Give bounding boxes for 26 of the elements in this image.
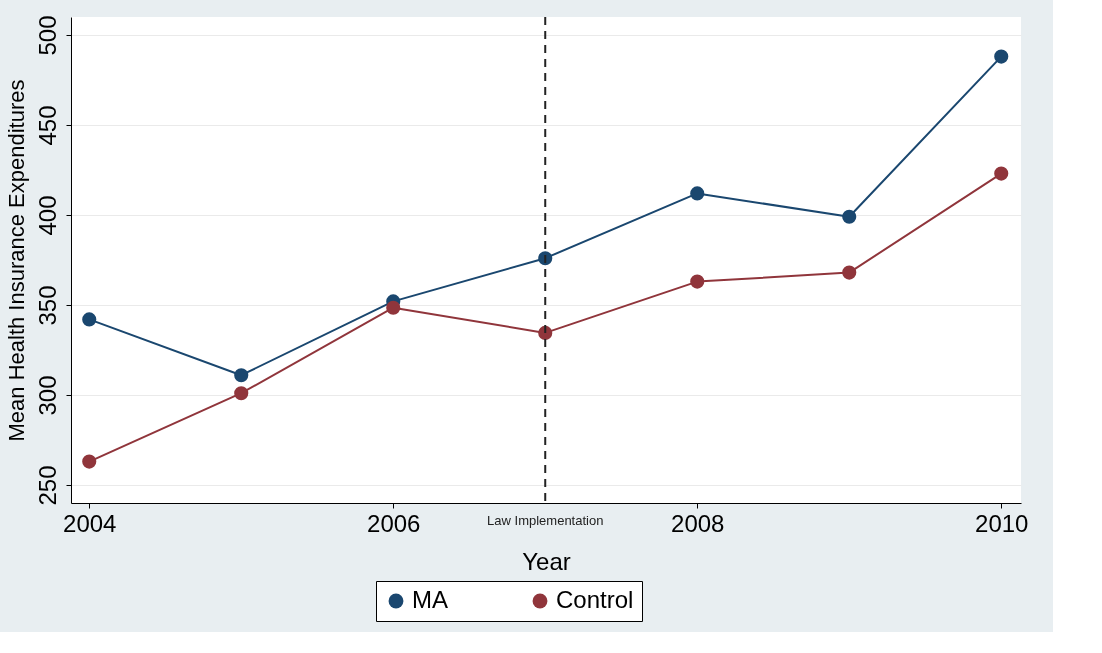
x-axis-title: Year [522,547,571,575]
legend-label: MA [412,586,448,613]
point [690,186,705,201]
x-tick-label: 2008 [671,509,725,537]
point [82,312,97,327]
y-tick-label: 350 [33,285,61,326]
y-tick-label: 400 [33,195,61,236]
y-axis-title: Mean Health Insurance Expenditures [3,79,29,442]
y-tick-label: 250 [33,465,61,506]
point [234,386,249,401]
y-tick-label: 500 [33,15,61,56]
x-tick-label: 2006 [367,509,421,537]
y-tick-label: 450 [33,105,61,146]
y-tick-label: 300 [33,375,61,416]
legend-label: Control [556,586,634,613]
x-tick-label: 2010 [975,509,1029,537]
point [386,300,401,315]
point [842,209,857,224]
point [994,49,1009,64]
point [234,368,249,383]
point [82,454,97,469]
point [994,166,1009,181]
point [842,265,857,280]
point [690,274,705,289]
x-tick-label: 2004 [63,509,117,537]
ref-line-label: Law Implementation [487,513,604,528]
